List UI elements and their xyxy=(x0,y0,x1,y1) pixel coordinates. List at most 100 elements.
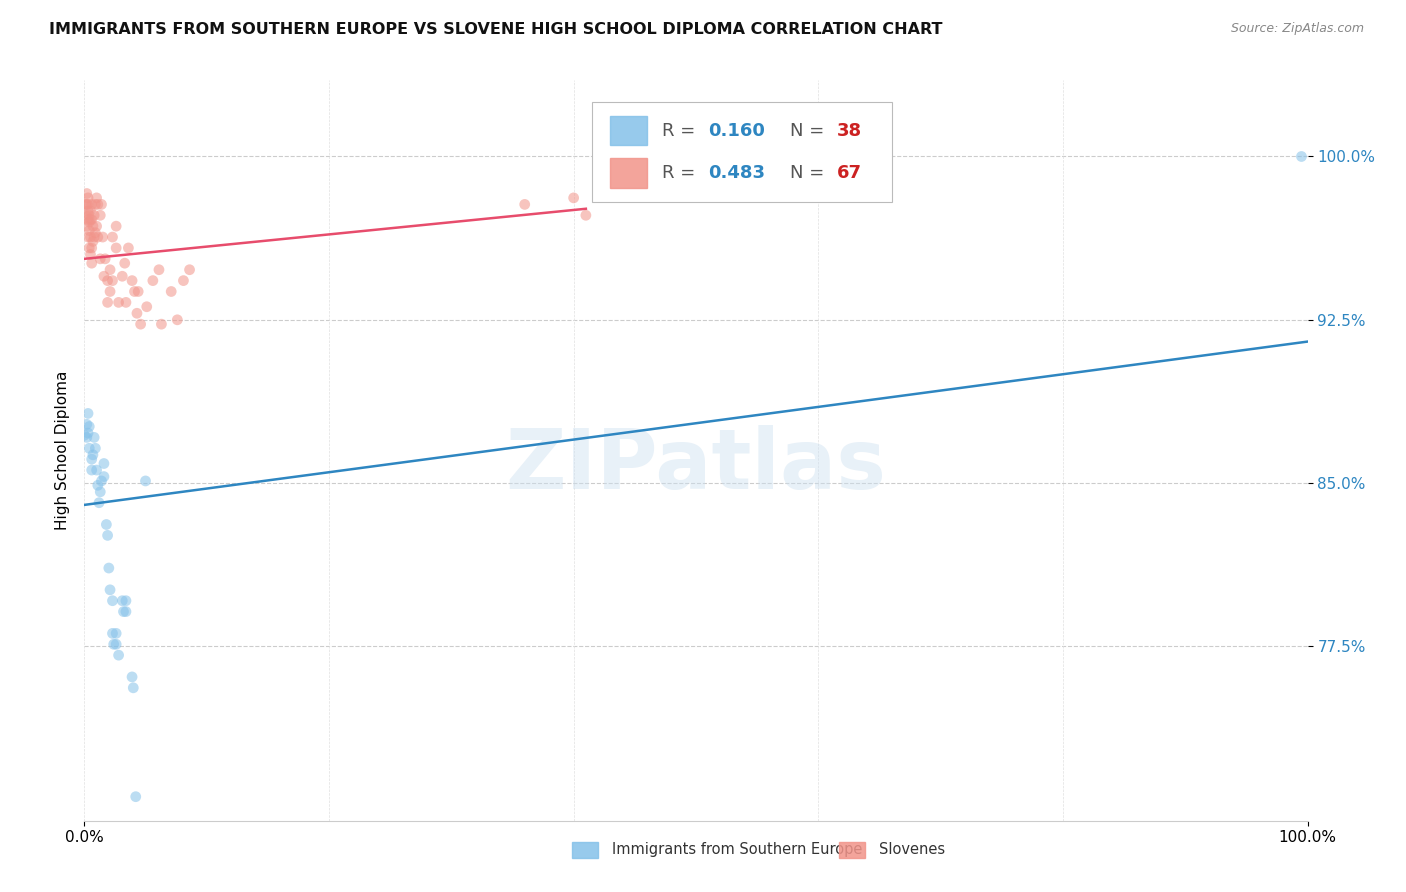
Point xyxy=(142,274,165,288)
Point xyxy=(76,197,98,211)
Point xyxy=(77,208,100,222)
Point xyxy=(125,789,148,804)
Point xyxy=(575,208,598,222)
Point xyxy=(75,208,97,222)
Point xyxy=(79,247,101,261)
Point xyxy=(97,295,120,310)
Point xyxy=(115,593,138,607)
Point xyxy=(107,648,129,662)
Point xyxy=(83,430,105,444)
Point xyxy=(115,295,138,310)
Point xyxy=(75,197,97,211)
Text: ZIPatlas: ZIPatlas xyxy=(506,425,886,506)
Point xyxy=(148,262,170,277)
Point xyxy=(101,274,124,288)
Point xyxy=(101,593,124,607)
Point xyxy=(83,230,105,244)
Point xyxy=(77,203,100,218)
Point xyxy=(124,285,146,299)
Point xyxy=(513,197,536,211)
Point xyxy=(84,226,107,240)
Point xyxy=(77,230,100,244)
Point xyxy=(179,262,201,277)
Point xyxy=(83,208,105,222)
Point xyxy=(97,274,120,288)
Point xyxy=(77,425,100,440)
Point xyxy=(77,419,100,434)
Point xyxy=(79,203,101,218)
Point xyxy=(86,463,108,477)
Point xyxy=(111,269,134,284)
Point xyxy=(98,285,121,299)
Text: Slovenes: Slovenes xyxy=(879,842,945,856)
Point xyxy=(80,241,103,255)
Point xyxy=(101,626,124,640)
Point xyxy=(111,593,134,607)
Point xyxy=(90,474,112,488)
Text: Source: ZipAtlas.com: Source: ZipAtlas.com xyxy=(1230,22,1364,36)
Point xyxy=(77,215,100,229)
Point xyxy=(101,230,124,244)
Point xyxy=(82,235,104,249)
Text: 0.160: 0.160 xyxy=(709,121,765,140)
Point xyxy=(127,285,149,299)
Text: 0.483: 0.483 xyxy=(709,164,765,182)
Point xyxy=(135,474,157,488)
Point xyxy=(96,517,118,532)
Point xyxy=(114,256,136,270)
Bar xyxy=(610,158,647,187)
Point xyxy=(90,197,112,211)
Point xyxy=(121,670,143,684)
Point xyxy=(103,637,125,651)
Point xyxy=(105,241,128,255)
Point xyxy=(80,256,103,270)
Point xyxy=(77,223,100,237)
Point xyxy=(76,219,98,234)
Point xyxy=(91,230,114,244)
Point xyxy=(87,478,110,492)
Point xyxy=(76,186,98,201)
Bar xyxy=(610,116,647,145)
Point xyxy=(160,285,183,299)
Point xyxy=(98,262,121,277)
Point xyxy=(97,528,120,542)
Point xyxy=(97,561,120,575)
Point xyxy=(121,274,143,288)
Point xyxy=(89,484,111,499)
Text: R =: R = xyxy=(662,164,700,182)
Point xyxy=(80,463,103,477)
Point xyxy=(98,582,121,597)
Point xyxy=(107,295,129,310)
Point xyxy=(562,191,585,205)
Point xyxy=(86,191,108,205)
Point xyxy=(87,197,110,211)
Point xyxy=(105,637,128,651)
Point xyxy=(80,197,103,211)
Point xyxy=(93,457,115,471)
Point xyxy=(93,269,115,284)
Point xyxy=(93,469,115,483)
Point xyxy=(129,317,152,331)
Point xyxy=(82,219,104,234)
Text: IMMIGRANTS FROM SOUTHERN EUROPE VS SLOVENE HIGH SCHOOL DIPLOMA CORRELATION CHART: IMMIGRANTS FROM SOUTHERN EUROPE VS SLOVE… xyxy=(49,22,942,37)
Point xyxy=(122,681,145,695)
Point xyxy=(172,274,194,288)
Point xyxy=(1291,149,1313,163)
Point xyxy=(73,428,96,442)
Point xyxy=(115,605,138,619)
Point xyxy=(112,605,135,619)
Point xyxy=(86,219,108,234)
Point xyxy=(105,219,128,234)
Text: 38: 38 xyxy=(837,121,862,140)
Point xyxy=(76,417,98,432)
Text: N =: N = xyxy=(790,121,830,140)
Text: N =: N = xyxy=(790,164,830,182)
Point xyxy=(166,313,188,327)
Point xyxy=(77,407,100,421)
Point xyxy=(94,252,117,266)
Point xyxy=(105,626,128,640)
Point xyxy=(77,442,100,456)
Point xyxy=(150,317,173,331)
Point xyxy=(125,306,148,320)
Point xyxy=(80,452,103,467)
